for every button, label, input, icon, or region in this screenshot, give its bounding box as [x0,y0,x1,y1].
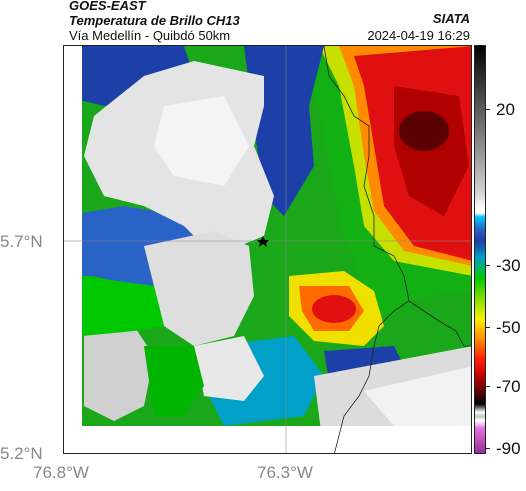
clear-sky-core [154,96,249,186]
border-line-east [408,300,471,347]
clear-sky-southwest [84,326,154,421]
border-line-west [323,46,410,453]
lon-label-76-3: 76.3°W [257,463,313,482]
colorbar-label-20: 20 [496,100,515,119]
satellite-title: GOES-EAST [69,0,146,13]
bottom-pad [64,426,471,453]
clear-sky-center [144,231,254,346]
clear-sky-southeast-core [364,366,471,426]
coldest-cloud-top [399,111,449,151]
colorbar-label-neg50: -50 [496,318,521,337]
colorbar-tick-20 [486,109,490,110]
location-star-icon [257,236,269,247]
lat-label-5-2: 5.2°N [0,444,43,463]
lon-label-76-8: 76.8°W [33,463,89,482]
map-canvas [64,46,471,453]
green-south [144,346,204,416]
green-southwest [82,276,164,336]
colorbar-label-neg90: -90 [496,439,521,458]
blue-northwest [64,46,194,106]
colorbar-tick-neg90 [486,448,490,449]
timestamp-label: 2024-04-19 16:29 [367,28,470,43]
organization-label: SIATA [432,11,470,26]
colorbar-tick-neg50 [486,327,490,328]
colorbar-tick-neg70 [486,386,490,387]
lat-label-5-7: 5.7°N [0,232,43,251]
product-title: Temperatura de Brillo CH13 [69,13,240,28]
brightness-temperature-map [63,45,472,454]
colorbar-label-neg70: -70 [496,377,521,396]
colorbar-label-neg30: -30 [496,256,521,275]
temperature-colorbar [474,45,486,454]
left-pad [64,46,82,453]
clear-sky-south [194,336,264,401]
route-subtitle: Vía Medellín - Quibdó 50km [69,28,231,43]
colorbar-tick-neg30 [486,265,490,266]
central-red [312,295,356,323]
